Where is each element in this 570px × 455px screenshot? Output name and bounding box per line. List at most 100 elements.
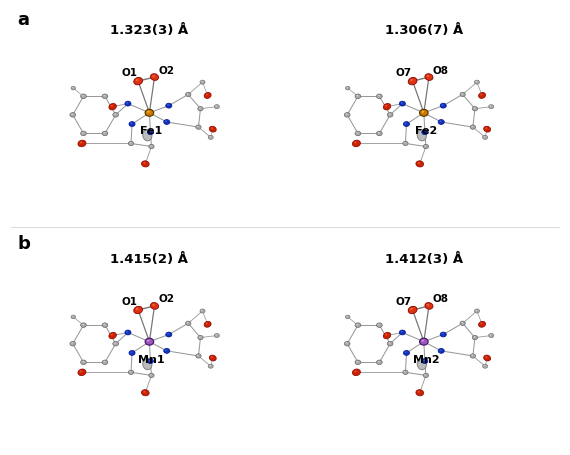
Ellipse shape bbox=[440, 104, 446, 109]
Text: O7: O7 bbox=[396, 297, 412, 307]
Ellipse shape bbox=[474, 81, 479, 85]
Ellipse shape bbox=[103, 324, 105, 325]
Text: O7: O7 bbox=[396, 68, 412, 78]
Ellipse shape bbox=[80, 95, 87, 99]
Ellipse shape bbox=[196, 126, 201, 130]
Ellipse shape bbox=[147, 111, 150, 114]
Ellipse shape bbox=[355, 323, 361, 328]
Ellipse shape bbox=[136, 80, 139, 82]
Ellipse shape bbox=[490, 106, 491, 107]
Ellipse shape bbox=[114, 114, 116, 116]
Ellipse shape bbox=[200, 81, 205, 85]
Ellipse shape bbox=[417, 359, 426, 370]
Ellipse shape bbox=[475, 82, 477, 83]
Ellipse shape bbox=[421, 111, 424, 114]
Ellipse shape bbox=[470, 126, 475, 130]
Ellipse shape bbox=[166, 104, 172, 109]
Ellipse shape bbox=[470, 354, 475, 359]
Text: O8: O8 bbox=[433, 294, 449, 304]
Ellipse shape bbox=[344, 342, 350, 346]
Text: b: b bbox=[17, 234, 30, 252]
Ellipse shape bbox=[377, 360, 382, 365]
Ellipse shape bbox=[404, 351, 409, 355]
Ellipse shape bbox=[420, 110, 428, 117]
Ellipse shape bbox=[109, 104, 116, 111]
Ellipse shape bbox=[473, 336, 478, 340]
Text: O1: O1 bbox=[121, 297, 137, 307]
Ellipse shape bbox=[383, 104, 391, 111]
Ellipse shape bbox=[208, 136, 213, 140]
Ellipse shape bbox=[211, 128, 213, 130]
Ellipse shape bbox=[149, 374, 154, 378]
Ellipse shape bbox=[440, 332, 446, 337]
Ellipse shape bbox=[70, 342, 76, 346]
Ellipse shape bbox=[204, 93, 211, 99]
Ellipse shape bbox=[149, 360, 150, 361]
Ellipse shape bbox=[80, 142, 82, 144]
Ellipse shape bbox=[164, 349, 170, 354]
Ellipse shape bbox=[356, 324, 358, 325]
Ellipse shape bbox=[70, 113, 76, 118]
Ellipse shape bbox=[129, 143, 131, 144]
Ellipse shape bbox=[423, 374, 429, 378]
Ellipse shape bbox=[485, 128, 487, 130]
Ellipse shape bbox=[78, 141, 86, 147]
Ellipse shape bbox=[125, 102, 131, 107]
Ellipse shape bbox=[439, 349, 441, 351]
Ellipse shape bbox=[408, 78, 417, 86]
Ellipse shape bbox=[149, 145, 154, 149]
Ellipse shape bbox=[423, 131, 425, 133]
Ellipse shape bbox=[439, 121, 441, 123]
Ellipse shape bbox=[127, 331, 128, 333]
Ellipse shape bbox=[403, 370, 408, 374]
Ellipse shape bbox=[103, 361, 105, 363]
Ellipse shape bbox=[113, 113, 119, 118]
Ellipse shape bbox=[164, 120, 170, 125]
Ellipse shape bbox=[479, 93, 486, 99]
Ellipse shape bbox=[125, 330, 131, 335]
Ellipse shape bbox=[421, 340, 424, 342]
Ellipse shape bbox=[165, 121, 167, 123]
Ellipse shape bbox=[408, 307, 417, 314]
Ellipse shape bbox=[211, 356, 213, 358]
Ellipse shape bbox=[461, 94, 463, 95]
Ellipse shape bbox=[80, 370, 82, 373]
Ellipse shape bbox=[214, 334, 219, 338]
Ellipse shape bbox=[420, 339, 428, 345]
Ellipse shape bbox=[214, 106, 219, 110]
Ellipse shape bbox=[71, 114, 73, 116]
Ellipse shape bbox=[425, 75, 433, 81]
Ellipse shape bbox=[142, 131, 152, 142]
Ellipse shape bbox=[152, 304, 154, 306]
Ellipse shape bbox=[387, 113, 393, 118]
Ellipse shape bbox=[186, 321, 191, 326]
Ellipse shape bbox=[150, 146, 152, 147]
Ellipse shape bbox=[80, 360, 87, 365]
Ellipse shape bbox=[354, 142, 357, 144]
Ellipse shape bbox=[377, 132, 382, 136]
Ellipse shape bbox=[378, 361, 380, 363]
Ellipse shape bbox=[427, 304, 429, 306]
Ellipse shape bbox=[389, 343, 390, 344]
Ellipse shape bbox=[438, 349, 444, 354]
Ellipse shape bbox=[404, 143, 406, 144]
Ellipse shape bbox=[141, 390, 149, 396]
Ellipse shape bbox=[425, 374, 426, 375]
Ellipse shape bbox=[347, 88, 348, 89]
Ellipse shape bbox=[215, 334, 217, 336]
Ellipse shape bbox=[418, 163, 420, 165]
Ellipse shape bbox=[401, 331, 402, 333]
Ellipse shape bbox=[142, 359, 152, 370]
Ellipse shape bbox=[484, 137, 485, 138]
Ellipse shape bbox=[143, 391, 145, 393]
Ellipse shape bbox=[150, 75, 158, 81]
Ellipse shape bbox=[102, 132, 108, 136]
Ellipse shape bbox=[347, 316, 348, 317]
Ellipse shape bbox=[82, 96, 84, 97]
Ellipse shape bbox=[198, 336, 203, 340]
Ellipse shape bbox=[147, 340, 150, 342]
Text: 1.323(3) Å: 1.323(3) Å bbox=[111, 24, 189, 37]
Ellipse shape bbox=[403, 142, 408, 146]
Ellipse shape bbox=[475, 310, 477, 311]
Ellipse shape bbox=[71, 343, 73, 344]
